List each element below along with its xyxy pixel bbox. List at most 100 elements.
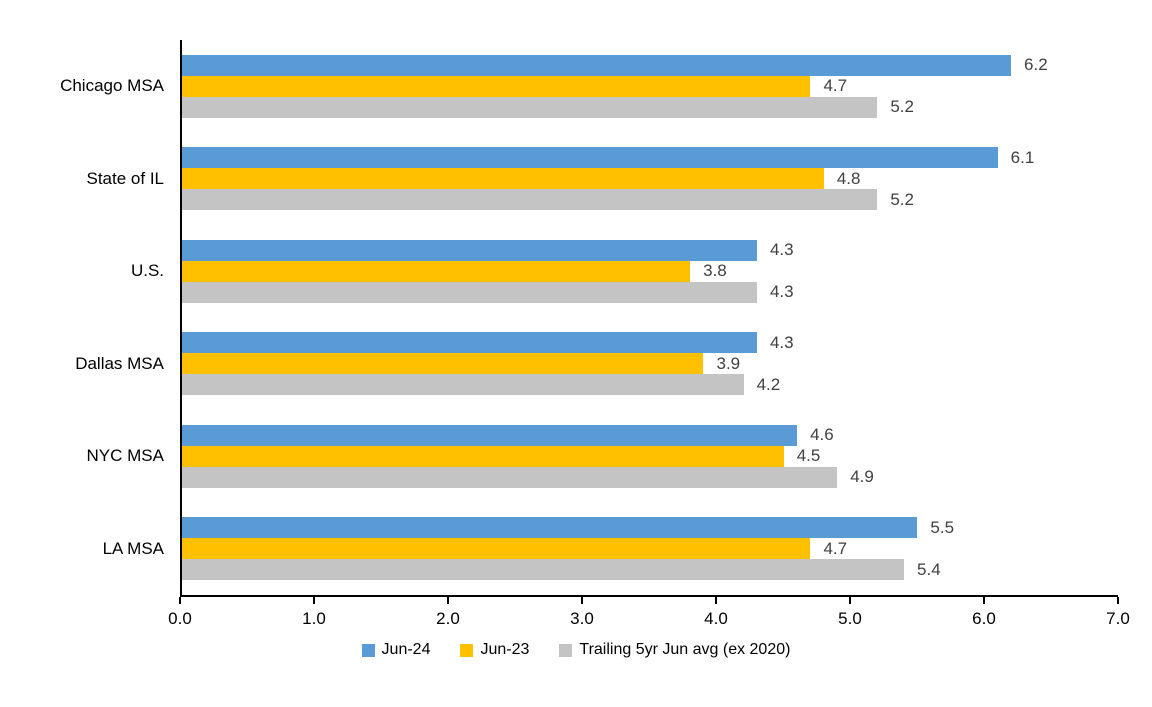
- bar: [182, 517, 918, 539]
- bar-stack: 4.6 4.5 4.9: [180, 410, 1118, 503]
- bar: [182, 189, 878, 211]
- bar-row: 4.6: [182, 424, 1118, 446]
- x-axis-tick-label: 7.0: [1106, 609, 1130, 628]
- bar-group: Dallas MSA 4.3 3.9 4.2: [0, 317, 1152, 410]
- bar-row: 5.2: [182, 189, 1118, 211]
- data-label: 4.8: [836, 168, 861, 188]
- bar: [182, 445, 784, 467]
- x-axis-tick: [983, 597, 985, 604]
- x-axis-tick-label: 2.0: [436, 609, 460, 628]
- bar-stack: 4.3 3.8 4.3: [180, 225, 1118, 318]
- bar-group: U.S. 4.3 3.8 4.3: [0, 225, 1152, 318]
- bar-row: 5.4: [182, 559, 1118, 581]
- bar-row: 3.9: [182, 353, 1118, 375]
- data-label: 4.6: [810, 425, 834, 445]
- data-label: 4.3: [769, 332, 794, 352]
- data-label: 5.2: [890, 97, 914, 117]
- data-label: 4.3: [769, 240, 794, 260]
- data-label: 4.2: [756, 374, 781, 394]
- data-label: 6.1: [1010, 147, 1035, 167]
- x-axis: 0.0 1.0 2.0 3.0 4.0 5.0 6.0 7.0: [0, 595, 1152, 637]
- x-axis-tick-label: 3.0: [570, 609, 594, 628]
- bar-row: 5.2: [182, 96, 1118, 118]
- bar-stack: 6.1 4.8 5.2: [180, 132, 1118, 225]
- bar-stack: 5.5 4.7 5.4: [180, 502, 1118, 595]
- legend-swatch-icon: [361, 643, 375, 657]
- bar: [182, 147, 998, 169]
- bar-group: State of IL 6.1 4.8 5.2: [0, 132, 1152, 225]
- category-label: Chicago MSA: [60, 76, 164, 96]
- bar-row: 4.2: [182, 374, 1118, 396]
- bar: [182, 353, 704, 375]
- legend-item: Jun-24: [361, 641, 431, 659]
- x-axis-tick: [849, 597, 851, 604]
- bar-group: NYC MSA 4.6 4.5 4.9: [0, 410, 1152, 503]
- bar-row: 6.1: [182, 147, 1118, 169]
- x-axis-tick-label: 4.0: [704, 609, 728, 628]
- x-axis-tick: [581, 597, 583, 604]
- bar-group: Chicago MSA 6.2 4.7 5.2: [0, 40, 1152, 133]
- x-axis-tick: [179, 597, 181, 604]
- data-label: 4.9: [850, 467, 874, 487]
- x-axis-tick-label: 6.0: [972, 609, 996, 628]
- bar: [182, 75, 811, 97]
- bar-stack: 6.2 4.7 5.2: [180, 40, 1118, 133]
- bar-row: 4.3: [182, 239, 1118, 261]
- plot-area: Chicago MSA 6.2 4.7 5.2 State of IL 6.1 4.8 5.2…: [0, 40, 1152, 595]
- bar-row: 4.9: [182, 466, 1118, 488]
- category-label: NYC MSA: [86, 446, 164, 466]
- x-axis-spacer: [0, 595, 180, 637]
- data-label: 3.8: [703, 261, 727, 281]
- bar-row: 4.5: [182, 445, 1118, 467]
- data-label: 5.5: [930, 517, 955, 537]
- legend-label: Jun-24: [381, 641, 431, 658]
- bar: [182, 424, 798, 446]
- category-label: Dallas MSA: [75, 353, 164, 373]
- bar: [182, 96, 878, 118]
- x-axis-tick: [1117, 597, 1119, 604]
- x-axis-line: 0.0 1.0 2.0 3.0 4.0 5.0 6.0 7.0: [168, 595, 1130, 637]
- category-label: LA MSA: [102, 538, 164, 558]
- bar: [182, 466, 838, 488]
- bar-row: 4.3: [182, 332, 1118, 354]
- bar-group: LA MSA 5.5 4.7 5.4: [0, 502, 1152, 595]
- data-label: 5.2: [890, 189, 914, 209]
- bar-row: 6.2: [182, 54, 1118, 76]
- data-label: 6.2: [1024, 55, 1048, 75]
- bar-row: 4.7: [182, 538, 1118, 560]
- bar: [182, 54, 1012, 76]
- bar-row: 4.8: [182, 168, 1118, 190]
- bar: [182, 239, 757, 261]
- legend-item: Jun-23: [460, 641, 529, 659]
- legend-label: Trailing 5yr Jun avg (ex 2020): [579, 641, 791, 658]
- bar: [182, 559, 905, 581]
- legend-swatch-icon: [559, 643, 573, 657]
- bar-row: 4.7: [182, 75, 1118, 97]
- category-label: State of IL: [86, 168, 165, 188]
- data-label: 3.9: [716, 353, 741, 373]
- x-axis-tick-label: 0.0: [168, 609, 192, 628]
- data-label: 4.7: [823, 538, 848, 558]
- bar: [182, 374, 744, 396]
- x-axis-tick-label: 1.0: [302, 609, 326, 628]
- bar-row: 5.5: [182, 517, 1118, 539]
- category-label: U.S.: [130, 261, 164, 281]
- bar: [182, 260, 691, 282]
- data-label: 4.7: [823, 76, 848, 96]
- legend-swatch-icon: [460, 643, 474, 657]
- bar-row: 3.8: [182, 260, 1118, 282]
- legend: Jun-24 Jun-23 Trailing 5yr Jun avg (ex 202…: [0, 641, 1152, 659]
- data-label: 4.5: [796, 446, 821, 466]
- x-axis-tick: [715, 597, 717, 604]
- x-axis-tick: [447, 597, 449, 604]
- legend-item: Trailing 5yr Jun avg (ex 2020): [559, 641, 790, 659]
- legend-label: Jun-23: [480, 641, 530, 658]
- bar: [182, 332, 757, 354]
- data-label: 4.3: [769, 282, 794, 302]
- bar-row: 4.3: [182, 281, 1118, 303]
- data-label: 5.4: [917, 559, 941, 579]
- x-axis-tick-label: 5.0: [838, 609, 862, 628]
- bar: [182, 281, 757, 303]
- bar-stack: 4.3 3.9 4.2: [180, 317, 1118, 410]
